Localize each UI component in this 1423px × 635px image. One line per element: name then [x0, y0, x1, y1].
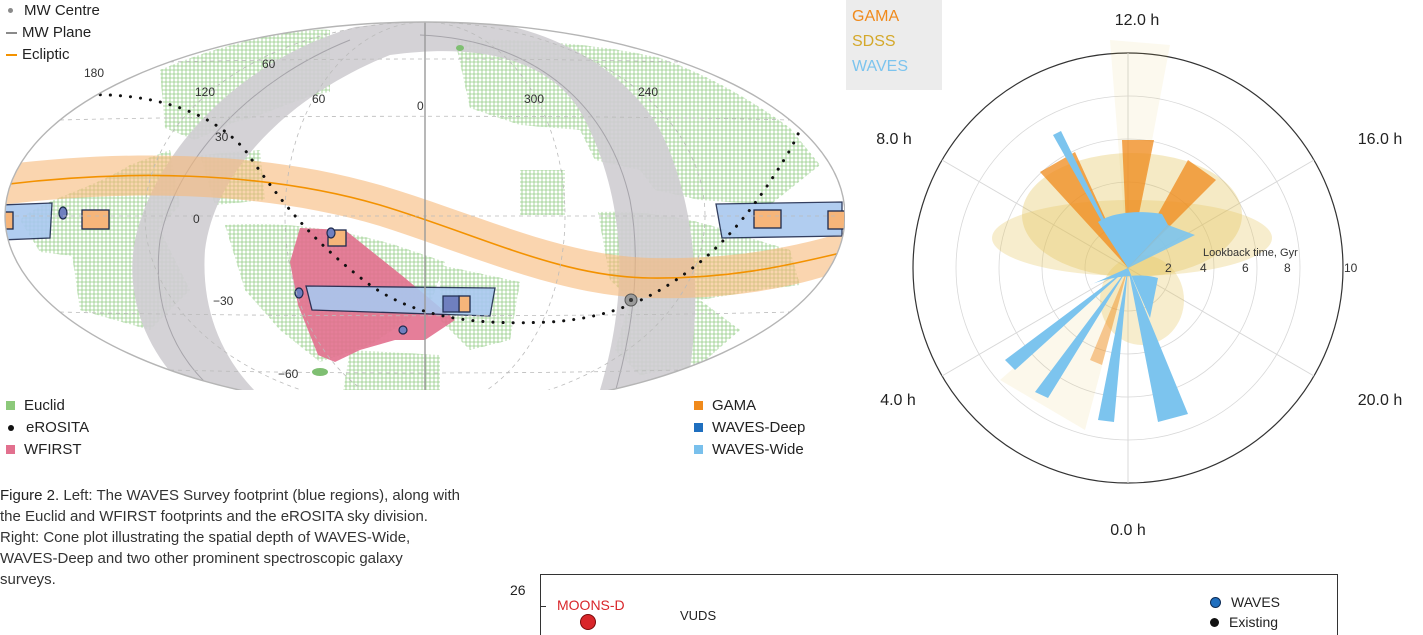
erosita-legend-icon: [8, 424, 14, 431]
ra-label-180: 180: [84, 66, 104, 80]
legend-item-mw-centre: MW Centre: [6, 2, 100, 19]
mw-centre-marker: [624, 293, 638, 307]
ecliptic-band: [5, 155, 845, 299]
sky-map-svg: 180 120 60 0 300 240 60 30 0 −30 −60: [4, 21, 846, 411]
label-vuds: VUDS: [680, 608, 717, 623]
ra-label-240: 240: [638, 85, 658, 99]
figure-caption: Figure 2. Left: The WAVES Survey footpri…: [0, 485, 460, 590]
graticule: [15, 22, 835, 410]
legend-label: WAVES: [1231, 594, 1281, 610]
legend-label: Existing: [1229, 614, 1279, 630]
sky-map-figure: 180 120 60 0 300 240 60 30 0 −30 −60: [0, 0, 846, 411]
waves-deep-regions: [58, 206, 460, 335]
caption-lead: Figure 2.: [0, 487, 60, 504]
legend-item-mw-plane: MW Plane: [6, 24, 91, 41]
legend-item-erosita: eROSITA: [6, 419, 89, 436]
cone-legend-waves: WAVES: [852, 58, 909, 75]
radial-axis-label: Lookback time, Gyr: [1203, 247, 1298, 259]
cone-legend-sdss: SDSS: [852, 33, 896, 50]
y-tick-mark: [540, 606, 546, 607]
depth-chart: 26 MOONS-D VUDS WAVES Existing: [500, 570, 1340, 635]
waves-wide-legend-icon: [694, 445, 703, 454]
legend-item-gama: GAMA: [694, 397, 756, 414]
plot-frame: [540, 574, 1338, 635]
hour-label-4h: 4.0 h: [880, 392, 916, 409]
hour-label-12h: 12.0 h: [1115, 12, 1159, 29]
dec-label-0: 0: [193, 212, 200, 226]
ra-label-300: 300: [524, 92, 544, 106]
legend-label: MW Centre: [24, 2, 100, 19]
radial-tick-8: 8: [1284, 261, 1291, 275]
euclid-deep-patch: [312, 368, 328, 376]
cone-plot-figure: Lookback time, Gyr 2 4 6 8 10 12.0 h 16.…: [850, 0, 1423, 545]
dec-label-60: 60: [262, 57, 276, 71]
radial-tick-10: 10: [1344, 261, 1358, 275]
radial-tick-2: 2: [1165, 261, 1172, 275]
legend-label: WFIRST: [24, 441, 82, 458]
milky-way-plane: [132, 22, 696, 410]
waves-wedges: [1005, 131, 1195, 422]
ra-label-60: 60: [312, 92, 326, 106]
waves-marker-icon: [1210, 596, 1221, 608]
hour-label-16h: 16.0 h: [1358, 131, 1402, 148]
wfirst-legend-icon: [6, 445, 15, 454]
radial-tick-4: 4: [1200, 261, 1207, 275]
legend-label: Ecliptic: [22, 46, 70, 63]
ra-label-0: 0: [417, 99, 424, 113]
legend-item-waves: WAVES: [1210, 594, 1280, 610]
legend-item-waves-wide: WAVES-Wide: [694, 441, 804, 458]
mw-centre-legend-icon: [8, 8, 13, 13]
hour-label-8h: 8.0 h: [876, 131, 912, 148]
legend-item-euclid: Euclid: [6, 397, 65, 414]
dec-label-minus-60: −60: [278, 367, 299, 381]
legend-item-waves-deep: WAVES-Deep: [694, 419, 805, 436]
legend-label: Euclid: [24, 397, 65, 414]
legend-label: WAVES-Wide: [712, 441, 804, 458]
moons-d-marker: [580, 614, 596, 630]
euclid-legend-icon: [6, 401, 15, 410]
hour-label-20h: 20.0 h: [1358, 392, 1402, 409]
label-moons-d: MOONS-D: [557, 597, 625, 613]
legend-item-existing: Existing: [1210, 614, 1278, 630]
legend-label: GAMA: [712, 397, 757, 414]
dec-label-minus-30: −30: [213, 294, 234, 308]
existing-marker-icon: [1210, 617, 1219, 627]
legend-item-ecliptic: Ecliptic: [6, 46, 70, 63]
radial-tick-6: 6: [1242, 261, 1249, 275]
dec-label-30: 30: [215, 130, 229, 144]
legend-item-wfirst: WFIRST: [6, 441, 82, 458]
caption-text: Left: The WAVES Survey footprint (blue r…: [0, 487, 460, 588]
gama-legend-icon: [694, 401, 703, 410]
cone-legend-gama: GAMA: [852, 8, 900, 25]
erosita-division: [78, 88, 817, 325]
legend-label: eROSITA: [26, 419, 90, 436]
legend-label: MW Plane: [22, 24, 92, 41]
cone-plot-svg: Lookback time, Gyr 2 4 6 8 10 12.0 h 16.…: [876, 12, 1402, 539]
ra-label-120: 120: [195, 85, 215, 99]
radial-ticks: 2 4 6 8 10: [1165, 261, 1358, 275]
gama-regions: [5, 209, 845, 313]
cone-plot-legend: GAMA SDSS WAVES: [846, 0, 942, 90]
hour-label-0h: 0.0 h: [1110, 522, 1146, 539]
legend-label: WAVES-Deep: [712, 419, 806, 436]
waves-deep-legend-icon: [694, 423, 703, 432]
y-tick-label-26: 26: [510, 582, 526, 598]
euclid-deep-patch: [456, 45, 464, 51]
ecliptic-legend-icon: [6, 53, 17, 56]
mw-plane-legend-icon: [6, 31, 17, 34]
